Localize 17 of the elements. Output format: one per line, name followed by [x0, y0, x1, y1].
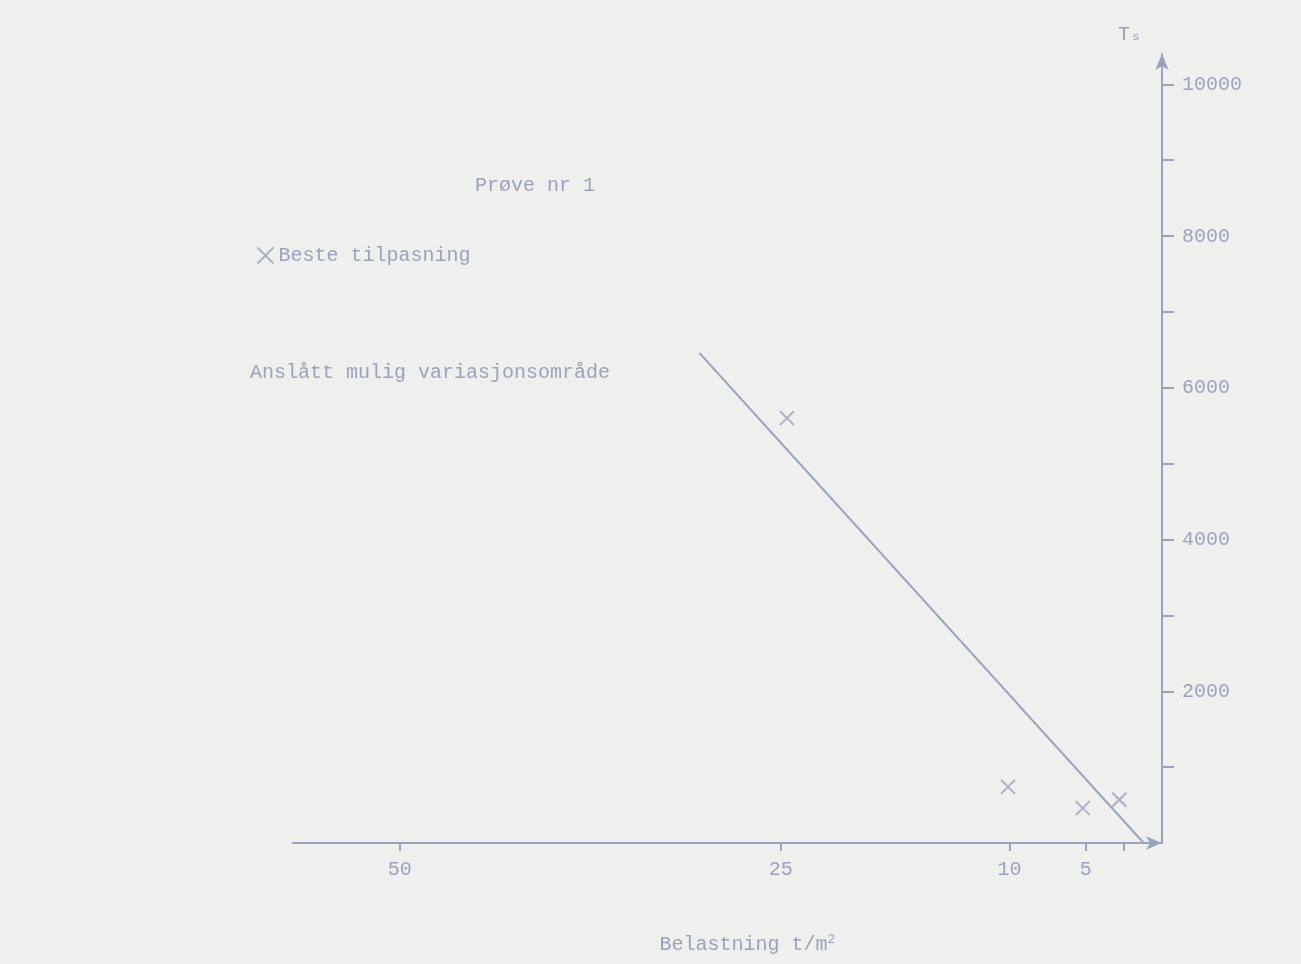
- point: [778, 410, 795, 427]
- point: [1000, 778, 1017, 795]
- y-tick-label: 10000: [1182, 72, 1243, 96]
- y-tick-label: 8000: [1182, 224, 1231, 248]
- x-tick-label: 25: [768, 857, 793, 881]
- x-tick-label: 5: [1079, 857, 1092, 881]
- y-tick-label: 6000: [1182, 376, 1231, 400]
- y-tick-label: 2000: [1182, 679, 1231, 703]
- annotation: Anslått mulig variasjonsområde: [250, 360, 611, 384]
- text: Prøve nr 1: [475, 173, 596, 197]
- legend-label: Beste tilpasning: [278, 244, 471, 267]
- point: [1111, 791, 1128, 808]
- point: [1074, 800, 1091, 817]
- x-tick-label: 50: [387, 857, 412, 881]
- y-axis-title: Tₛ: [1117, 22, 1142, 46]
- y-tick-label: 4000: [1182, 528, 1231, 552]
- x-tick-label: 10: [997, 857, 1022, 881]
